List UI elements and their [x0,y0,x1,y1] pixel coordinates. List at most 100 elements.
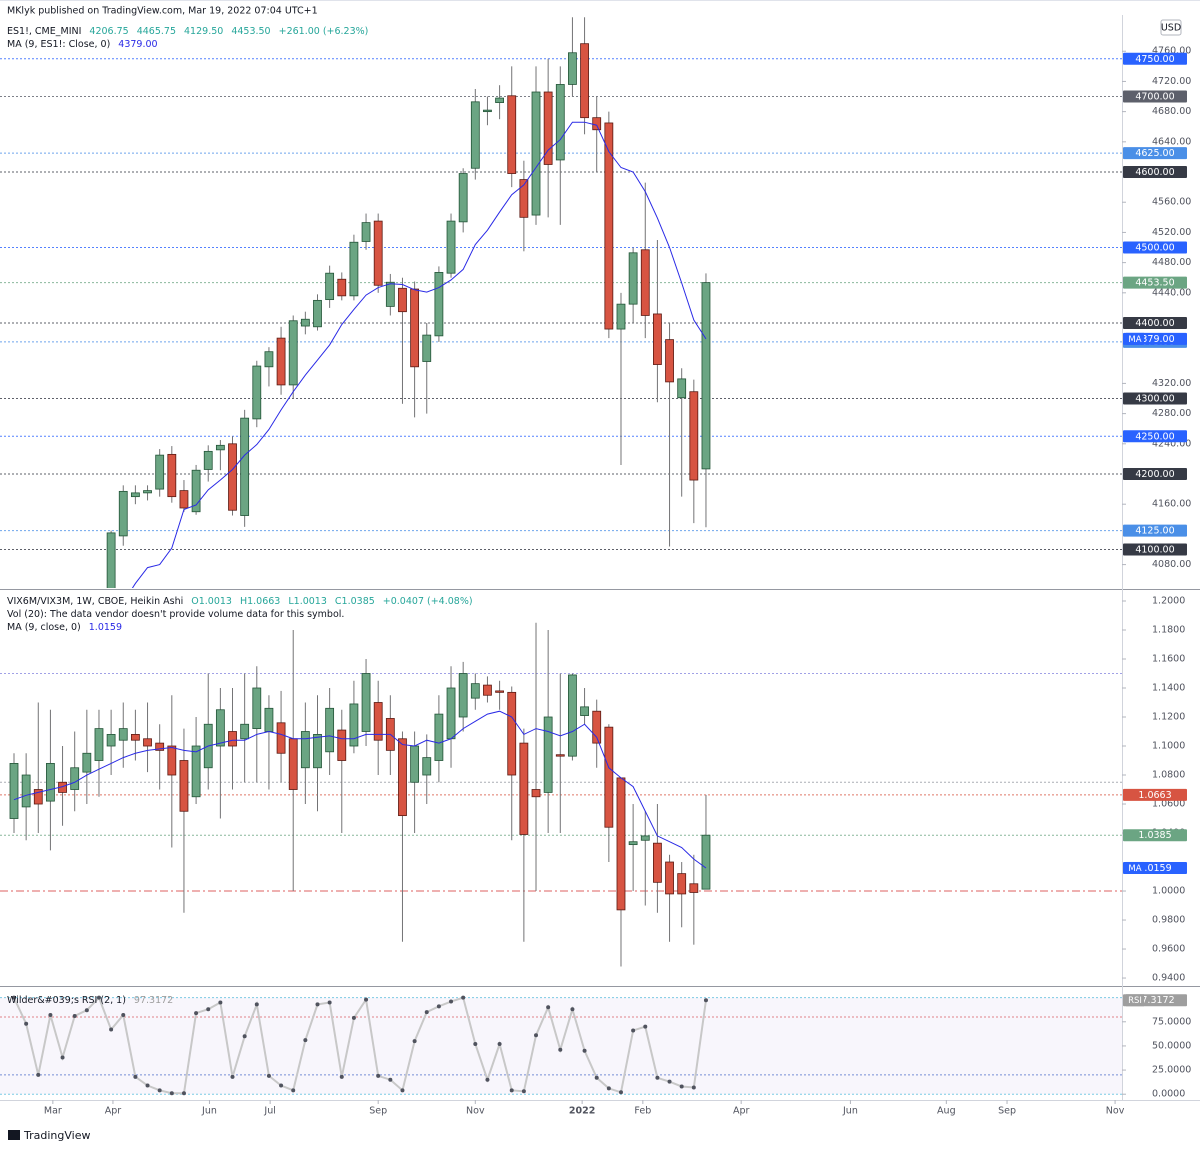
rsi-point [558,1047,563,1052]
badge-tag-label: RSI [1128,996,1142,1006]
rsi-point [133,1074,138,1079]
price-badge [1123,147,1187,160]
rsi-point [631,1028,636,1033]
candle-body [252,365,262,420]
price-badge [1123,276,1187,289]
candle-body [580,706,589,716]
badge-tag [1126,332,1144,345]
price-badge-label: 4379.00 [1135,334,1174,345]
legend-item: ES1!, CME_MINI [7,26,81,37]
candle-body [215,709,225,747]
logo-mark [8,1130,20,1140]
candle-body [361,222,371,242]
moving-average [13,710,707,869]
candle-body [446,687,456,740]
legend-item: 4206.75 [89,26,128,37]
rsi-point [509,1088,514,1093]
y-tick-label: 4280.00 [1152,408,1191,419]
candle-body [422,334,432,362]
candle-body [410,288,420,368]
price-badge-label: 97.3172 [1135,995,1174,1006]
pane [0,622,1122,967]
rsi-point [449,999,454,1004]
candle-body [337,729,347,761]
candle-body [167,745,177,776]
candle-body [337,278,347,297]
price-badge [1123,788,1187,801]
candle-body [470,683,480,699]
rsi-point [109,1027,114,1032]
candle-body [592,117,602,131]
candle-body [252,687,262,730]
candle-body [349,703,359,747]
candle-body [155,742,165,751]
candle-body [106,734,116,747]
candle-body [325,707,335,753]
candle-body [179,490,189,509]
price-badge [1123,392,1187,405]
price-badge-label: 4600.00 [1135,167,1174,178]
candle-body [568,52,577,85]
legend-item: MA (9, ES1!: Close, 0) [7,39,110,50]
candle-body [677,378,687,399]
legend-item: 4129.50 [184,26,223,37]
currency-box [1160,19,1182,36]
candle-body [555,754,565,757]
candle-body [191,745,201,798]
rsi-point [655,1075,660,1080]
rsi-point [145,1083,150,1088]
rsi-point [327,1000,332,1005]
rsi-point [691,1085,696,1090]
candle-body [118,728,128,741]
legend-item: Wilder&#039;s RSI (2, 1) [7,995,126,1006]
candle-body [276,722,286,754]
moving-average [131,121,707,588]
legend: Wilder&#039;s RSI (2, 1) 97.3172 [7,995,173,1006]
pane [0,17,1122,588]
price-badge-label: 4400.00 [1135,318,1174,329]
time-axis: Mar Apr Jun Jul Sep Nov 2022 Feb Apr Jun Aug Sep Nov [44,1100,1125,1117]
badge-tag-label: MA [1128,864,1141,874]
legend-item: L1.0013 [288,596,327,607]
y-tick-label: 50.0000 [1152,1040,1191,1051]
x-tick-label: Nov [1106,1106,1125,1117]
x-tick-label: Jun [201,1106,217,1117]
candle-body [568,674,577,757]
x-tick-label: 2022 [569,1106,595,1117]
candle-body [519,179,529,218]
price-badge [1123,430,1187,443]
rsi-point [84,1008,89,1013]
legend: VIX6M/VIX3M, 1W, CBOE, Heikin Ashi O1.001… [7,596,473,607]
candle-body [592,710,602,744]
rsi-point [351,1015,356,1020]
candle-body [313,299,322,328]
rsi-point [48,1013,53,1018]
candle-body [300,318,310,327]
y-tick-label: 4640.00 [1152,136,1191,147]
candle-body [640,249,650,316]
y-tick-label: 4520.00 [1152,227,1191,238]
y-tick-label: 0.0000 [1152,1089,1185,1100]
candle-body [458,673,468,718]
price-badge-label: 4100.00 [1135,544,1174,555]
candle-body [349,241,359,297]
price-badge [1123,90,1187,103]
rsi-point [242,1034,247,1039]
candle-body [143,738,152,747]
candle-body [130,492,140,498]
x-tick-label: Sep [998,1106,1016,1117]
y-tick-label: 0.9400 [1152,973,1185,984]
y-tick-label: 4680.00 [1152,106,1191,117]
x-tick-label: Nov [466,1106,485,1117]
price-badge-label: 4500.00 [1135,243,1174,254]
y-tick-label: 1.0800 [1152,770,1185,781]
price-badge [1123,829,1187,842]
legend-item: +0.0407 (+4.08%) [383,596,473,607]
price-badge-label: 4750.00 [1135,54,1174,65]
rsi-point [606,1086,611,1091]
rsi-point [194,1011,199,1016]
y-tick-label: 4560.00 [1152,197,1191,208]
